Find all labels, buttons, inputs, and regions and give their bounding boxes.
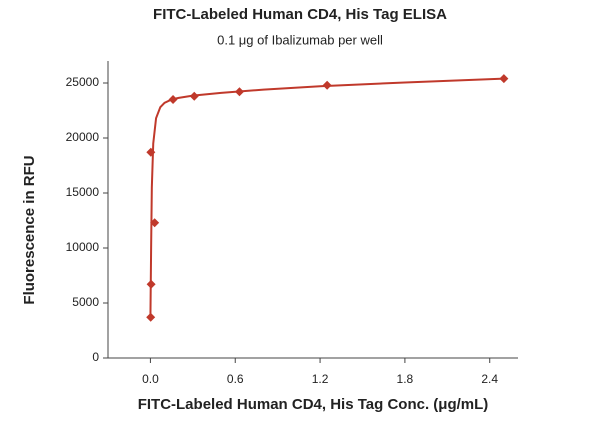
data-point (168, 95, 178, 104)
fit-curve (149, 77, 504, 319)
y-tick-label: 10000 (66, 240, 100, 254)
data-point (146, 312, 156, 322)
data-point (322, 80, 332, 90)
data-point (189, 91, 199, 101)
y-axis-label: Fluorescence in RFU (21, 155, 38, 304)
data-point (146, 147, 156, 157)
data-point (146, 279, 156, 289)
y-tick-label: 20000 (66, 130, 100, 144)
data-point (234, 87, 244, 97)
data-point (499, 74, 509, 84)
chart-title: FITC-Labeled Human CD4, His Tag ELISA (153, 6, 447, 23)
x-tick-label: 1.8 (397, 372, 414, 386)
y-tick-label: 15000 (66, 185, 100, 199)
x-tick-label: 1.2 (312, 372, 329, 386)
y-tick-label: 5000 (72, 295, 99, 309)
x-tick-label: 2.4 (481, 372, 498, 386)
x-tick-label: 0.0 (142, 372, 159, 386)
y-tick-label: 25000 (66, 75, 100, 89)
x-axis-label: FITC-Labeled Human CD4, His Tag Conc. (μ… (138, 396, 489, 413)
x-tick-label: 0.6 (227, 372, 244, 386)
data-point (150, 218, 160, 228)
chart-subtitle: 0.1 μg of Ibalizumab per well (217, 32, 383, 47)
y-tick-label: 0 (92, 350, 99, 364)
